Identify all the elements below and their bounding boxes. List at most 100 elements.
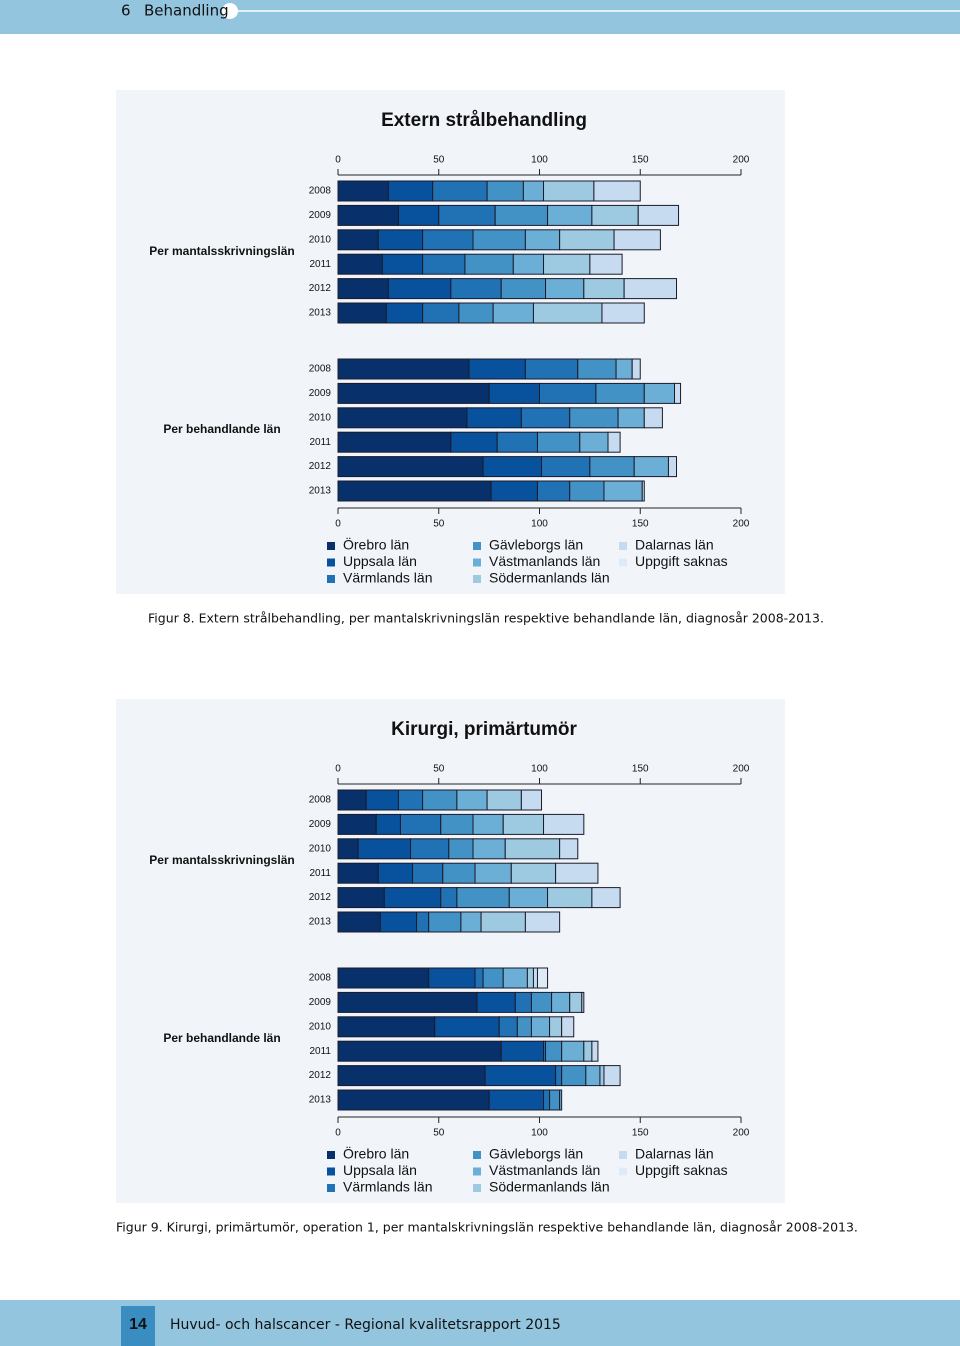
- legend-swatch: [473, 1184, 481, 1192]
- panel-label: Per mantalsskrivningslän: [149, 853, 294, 867]
- bar-segment: [633, 456, 669, 478]
- bar-segment: [337, 480, 492, 502]
- bar-segment: [337, 813, 377, 835]
- bar-segment: [549, 1089, 561, 1111]
- category-label: 2009: [309, 210, 332, 221]
- category-label: 2011: [309, 868, 331, 879]
- x-tick-label: 100: [531, 764, 548, 775]
- x-tick-label: 200: [733, 764, 750, 775]
- footer-bar: [0, 1300, 960, 1346]
- bar-segment: [337, 431, 452, 453]
- bar-segment: [387, 278, 452, 300]
- x-tick-label: 100: [531, 519, 548, 530]
- legend-swatch: [619, 542, 627, 550]
- bar-segment: [337, 302, 387, 324]
- bar-segment: [379, 911, 418, 933]
- bar-segment: [375, 813, 401, 835]
- bar-segment: [543, 253, 591, 275]
- category-label: 2010: [309, 1021, 332, 1032]
- bar-segment: [442, 862, 476, 884]
- x-tick-label: 50: [433, 155, 445, 166]
- bar-segment: [337, 838, 359, 860]
- bar-segment: [593, 180, 641, 202]
- bar-segment: [448, 838, 474, 860]
- bar-segment: [450, 431, 498, 453]
- bar-segment: [541, 456, 591, 478]
- bar-segment: [337, 382, 490, 404]
- bar-segment: [591, 887, 621, 909]
- bar-segment: [337, 253, 383, 275]
- legend-label: Västmanlands län: [489, 1162, 600, 1178]
- bar-segment: [428, 911, 462, 933]
- bar-segment: [422, 302, 460, 324]
- x-tick-label: 100: [531, 155, 548, 166]
- category-label: 2008: [309, 364, 332, 375]
- bar-segment: [530, 991, 553, 1013]
- category-label: 2008: [309, 973, 332, 984]
- bar-segment: [545, 1040, 563, 1062]
- x-tick-label: 150: [632, 155, 649, 166]
- bar-segment: [337, 407, 468, 429]
- bar-segment: [585, 1065, 601, 1087]
- bar-segment: [559, 838, 579, 860]
- category-label: 2008: [309, 186, 332, 197]
- bar-segment: [547, 204, 593, 226]
- bar-segment: [422, 789, 458, 811]
- bar-segment: [583, 1040, 593, 1062]
- chart-background: [116, 699, 785, 1203]
- bar-segment: [337, 180, 389, 202]
- bar-segment: [524, 358, 579, 380]
- category-label: 2012: [309, 1070, 332, 1081]
- bar-segment: [472, 813, 504, 835]
- header-bar: [0, 0, 960, 34]
- bar-segment: [667, 456, 678, 478]
- bar-segment: [440, 887, 458, 909]
- figure-caption: Figur 8. Extern strålbehandling, per man…: [148, 611, 824, 626]
- bar-segment: [583, 278, 625, 300]
- bar-segment: [337, 1040, 502, 1062]
- bar-segment: [641, 480, 645, 502]
- bar-segment: [383, 887, 442, 909]
- bar-segment: [623, 278, 678, 300]
- bar-segment: [492, 302, 534, 324]
- bar-segment: [589, 253, 623, 275]
- bar-segment: [637, 204, 680, 226]
- bar-segment: [617, 407, 645, 429]
- bar-segment: [601, 302, 645, 324]
- chart-background: [116, 90, 785, 594]
- x-tick-label: 50: [433, 519, 445, 530]
- category-label: 2011: [309, 437, 331, 448]
- bar-segment: [450, 278, 502, 300]
- category-label: 2012: [309, 283, 332, 294]
- bar-segment: [613, 229, 661, 251]
- chart-title: Extern strålbehandling: [381, 110, 587, 131]
- bar-segment: [532, 967, 538, 989]
- category-label: 2011: [309, 259, 331, 270]
- bar-segment: [512, 253, 545, 275]
- bar-segment: [410, 838, 450, 860]
- bar-segment: [524, 911, 561, 933]
- section-title: Behandling: [144, 2, 229, 20]
- bar-segment: [520, 407, 571, 429]
- bar-segment: [385, 302, 424, 324]
- bar-segment: [377, 229, 424, 251]
- category-label: 2010: [309, 843, 332, 854]
- legend-label: Värmlands län: [343, 1179, 433, 1195]
- bar-segment: [599, 1065, 605, 1087]
- x-tick-label: 200: [733, 1128, 750, 1139]
- bar-segment: [589, 456, 635, 478]
- bar-segment: [486, 180, 524, 202]
- bar-segment: [422, 253, 466, 275]
- legend-label: Uppsala län: [343, 553, 417, 569]
- category-label: 2009: [309, 997, 332, 1008]
- bar-segment: [464, 253, 514, 275]
- bar-segment: [460, 911, 482, 933]
- bar-segment: [496, 431, 538, 453]
- bar-segment: [397, 789, 424, 811]
- bar-segment: [337, 229, 379, 251]
- bar-segment: [569, 407, 619, 429]
- x-tick-label: 0: [335, 155, 341, 166]
- bar-segment: [337, 456, 484, 478]
- footer-text: Huvud- och halscancer - Regional kvalite…: [170, 1317, 561, 1333]
- bar-segment: [579, 431, 609, 453]
